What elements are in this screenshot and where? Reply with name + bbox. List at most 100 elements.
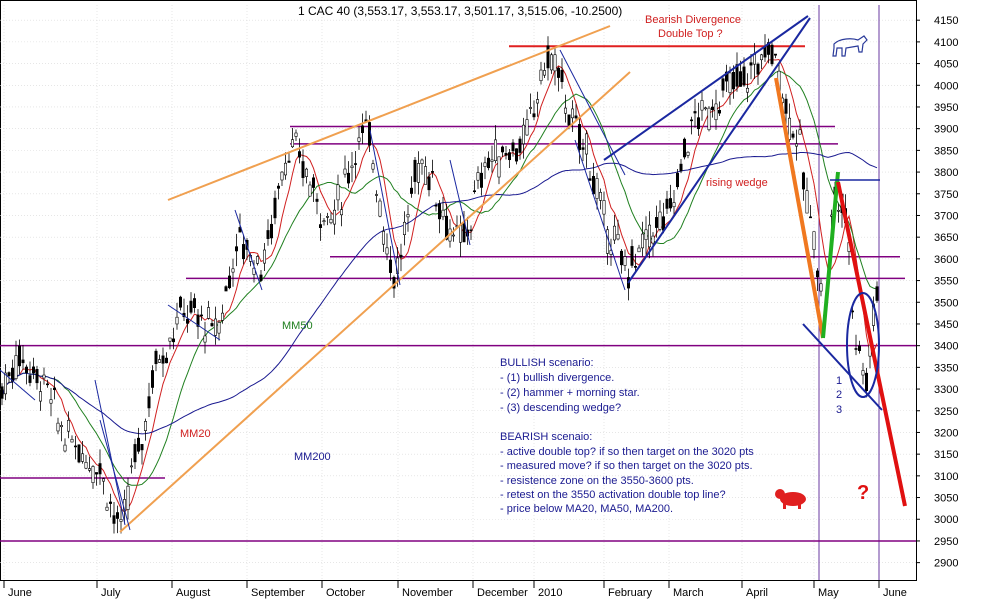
candle-body: [854, 348, 858, 350]
candle-body: [458, 224, 462, 243]
candle-body: [630, 246, 634, 266]
candle-body: [875, 286, 879, 301]
bullish-title: BULLISH scenario:: [500, 357, 594, 369]
candle-body: [675, 172, 679, 188]
candle-body: [235, 246, 239, 252]
blue-ellipse: [846, 292, 880, 398]
candle-body: [815, 270, 819, 278]
candle-body: [602, 200, 606, 215]
candle-body: [276, 185, 280, 189]
candle-body: [357, 137, 361, 142]
candle-body: [130, 465, 134, 468]
candle-body: [343, 168, 347, 175]
candle-body: [658, 211, 662, 230]
candle-body: [437, 203, 441, 220]
candle-body: [294, 132, 298, 137]
candle-body: [126, 485, 130, 510]
minor-trend-line: [559, 49, 626, 176]
candle-body: [486, 157, 490, 169]
candle-body: [151, 370, 155, 388]
candle-body: [434, 204, 438, 207]
candle-body: [70, 439, 74, 443]
candle-body: [109, 501, 113, 504]
candle-body: [469, 229, 473, 232]
candle-body: [647, 224, 651, 248]
minor-trend-line: [574, 139, 626, 291]
candle-body: [374, 194, 378, 196]
candle-body: [49, 399, 53, 404]
candle-body: [147, 396, 151, 409]
candle-body: [416, 163, 420, 183]
y-tick-label: 3500: [934, 297, 958, 309]
bullish-item-1: - (1) bullish divergence.: [500, 372, 614, 384]
candle-body: [682, 138, 686, 158]
y-tick-label: 3000: [934, 514, 958, 526]
x-tick-label: September: [251, 587, 305, 599]
horizontal-levels: [0, 5, 916, 580]
candle-body: [371, 163, 375, 170]
rising-wedge-lower: [627, 17, 811, 284]
candle-body: [81, 453, 85, 462]
x-tick-label: December: [477, 587, 528, 599]
candle-body: [112, 515, 116, 524]
candle-body: [598, 192, 602, 201]
candle-body: [549, 54, 553, 71]
candle-body: [528, 107, 532, 109]
candle-body: [31, 366, 35, 374]
bearish-item-1: - active double top? if so then target o…: [500, 446, 754, 458]
candle-body: [518, 138, 522, 153]
y-tick-label: 3850: [934, 145, 958, 157]
candle-body: [336, 184, 340, 201]
candle-body: [402, 221, 406, 235]
candle-body: [651, 235, 655, 244]
y-tick-label: 3650: [934, 232, 958, 244]
candle-body: [381, 231, 385, 245]
y-axis: 2900 2950 3000 3050 3100 3150 3200 3250 3300 3350…: [916, 15, 958, 570]
chart-header: 1 CAC 40 (3,553.17, 3,553.17, 3,501.17, …: [298, 4, 622, 18]
candle-body: [623, 256, 627, 266]
candle-body: [266, 230, 270, 239]
candle-body: [735, 64, 739, 87]
bull-icon: [832, 35, 868, 57]
candlesticks: [0, 34, 879, 534]
candle-body: [406, 214, 410, 218]
orange-decline-line: [774, 77, 825, 339]
candle-body: [689, 119, 693, 122]
candle-body: [196, 314, 200, 327]
candle-body: [301, 161, 305, 178]
candle-body: [217, 322, 221, 334]
candle-body: [322, 220, 326, 223]
candle-body: [346, 172, 350, 184]
candle-body: [388, 259, 392, 273]
candle-body: [214, 318, 218, 336]
candle-body: [479, 172, 483, 188]
candle-body: [759, 54, 763, 61]
candle-body: [262, 249, 266, 264]
candle-body: [539, 69, 543, 82]
candle-body: [584, 133, 588, 155]
rising-wedge-label: rising wedge: [706, 177, 768, 189]
y-tick-label: 2950: [934, 536, 958, 548]
moving-average-line: [1, 58, 878, 513]
candle-body: [74, 445, 78, 448]
candle-body: [175, 316, 179, 325]
minor-trend-line: [449, 159, 471, 246]
candle-body: [102, 478, 106, 482]
candle-body: [88, 468, 92, 471]
candle-body: [255, 256, 259, 264]
candle-body: [280, 171, 284, 181]
candle-body: [766, 42, 770, 55]
candle-body: [203, 335, 207, 343]
x-tick-label: August: [176, 587, 210, 599]
candle-body: [521, 124, 525, 145]
candle-body: [339, 209, 343, 216]
candle-body: [304, 168, 308, 177]
candle-body: [542, 70, 546, 76]
candle-body: [420, 159, 424, 164]
candle-body: [686, 151, 690, 156]
x-tick-label: April: [746, 587, 768, 599]
candle-body: [511, 142, 515, 152]
y-tick-label: 3050: [934, 493, 958, 505]
candle-body: [644, 229, 648, 240]
y-tick-label: 3150: [934, 449, 958, 461]
